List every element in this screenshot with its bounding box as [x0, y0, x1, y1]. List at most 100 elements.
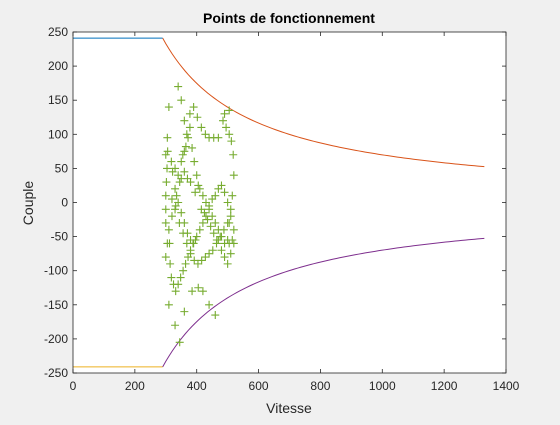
lower-power-limit-curve — [162, 237, 485, 368]
operating-point-marker — [197, 256, 206, 265]
operating-point-marker — [226, 205, 235, 214]
x-tick-label: 1000 — [369, 379, 396, 393]
y-axis-label: Couple — [20, 181, 36, 226]
operating-point-marker — [185, 109, 194, 118]
operating-point-marker — [165, 239, 174, 248]
x-tick-label: 0 — [70, 379, 77, 393]
x-tick-label: 400 — [187, 379, 207, 393]
x-tick-label: 200 — [125, 379, 145, 393]
y-tick-label: 200 — [48, 59, 68, 73]
y-tick-label: 250 — [48, 25, 68, 39]
operating-point-marker — [180, 116, 189, 125]
y-tick-label: 0 — [61, 196, 68, 210]
operating-point-marker — [198, 218, 207, 227]
operating-point-marker — [172, 191, 181, 200]
y-tick-label: 100 — [48, 127, 68, 141]
operating-point-marker — [211, 218, 220, 227]
operating-point-marker — [174, 280, 183, 289]
operating-point-marker — [206, 222, 215, 231]
operating-point-marker — [164, 103, 173, 112]
operating-point-marker — [185, 123, 194, 132]
operating-point-marker — [195, 225, 204, 234]
operating-point-marker — [220, 188, 229, 197]
x-tick-label: 1400 — [493, 379, 520, 393]
operating-point-marker — [223, 198, 232, 207]
operating-point-marker — [211, 311, 220, 320]
operating-point-marker — [205, 300, 214, 309]
operating-point-marker — [227, 137, 236, 146]
upper-power-limit-curve — [162, 37, 485, 168]
operating-point-marker — [217, 181, 226, 190]
operating-point-marker — [228, 191, 237, 200]
operating-point-marker — [180, 307, 189, 316]
operating-point-marker — [186, 178, 195, 187]
operating-point-marker — [229, 239, 238, 248]
operating-point-marker — [198, 191, 207, 200]
operating-point-marker — [194, 181, 203, 190]
operating-point-marker — [184, 133, 193, 142]
x-tick-label: 600 — [249, 379, 269, 393]
operating-point-marker — [178, 150, 187, 159]
operating-point-marker — [193, 113, 202, 122]
y-axis-ticks: -250 -200 -150 -100 -50 0 50 100 150 200 250 — [44, 25, 506, 380]
envelope-curves — [73, 37, 485, 368]
operating-point-marker — [229, 171, 238, 180]
operating-point-marker — [175, 178, 184, 187]
operating-point-marker — [166, 259, 175, 268]
operating-point-marker — [205, 201, 214, 210]
operating-point-marker — [161, 150, 170, 159]
operating-point-marker — [214, 133, 223, 142]
operating-point-marker — [208, 246, 217, 255]
operating-point-marker — [186, 249, 195, 258]
operating-points — [161, 82, 238, 347]
y-tick-label: 50 — [55, 161, 69, 175]
operating-point-marker — [188, 143, 197, 152]
operating-point-marker — [176, 273, 185, 282]
operating-point-marker — [216, 232, 225, 241]
operating-point-marker — [220, 253, 229, 262]
operating-point-marker — [161, 218, 170, 227]
operating-point-marker — [171, 164, 180, 173]
x-axis-label: Vitesse — [266, 400, 312, 416]
operating-point-marker — [195, 184, 204, 193]
operating-point-marker — [189, 103, 198, 112]
operating-point-marker — [226, 212, 235, 221]
operating-point-marker — [190, 256, 199, 265]
operating-point-marker — [209, 229, 218, 238]
operating-point-marker — [225, 106, 234, 115]
operating-point-marker — [188, 287, 197, 296]
y-tick-label: 150 — [48, 93, 68, 107]
operating-point-marker — [171, 287, 180, 296]
operating-point-marker — [164, 225, 173, 234]
operating-point-marker — [163, 147, 172, 156]
y-tick-label: -100 — [44, 264, 68, 278]
operating-point-marker — [190, 157, 199, 166]
operating-point-marker — [164, 300, 173, 309]
y-tick-label: -50 — [51, 230, 69, 244]
operating-point-marker — [163, 164, 172, 173]
operating-point-marker — [179, 229, 188, 238]
operating-point-marker — [229, 150, 238, 159]
operating-point-marker — [225, 130, 234, 139]
operating-point-marker — [181, 142, 190, 151]
operating-point-marker — [167, 212, 176, 221]
operating-point-marker — [220, 109, 229, 118]
operating-point-marker — [179, 266, 188, 275]
operating-point-marker — [167, 195, 176, 204]
x-tick-label: 1200 — [431, 379, 458, 393]
plot-area — [73, 32, 506, 373]
operating-point-marker — [171, 321, 180, 330]
operating-point-marker — [198, 287, 207, 296]
operating-point-marker — [180, 167, 189, 176]
operating-point-marker — [163, 133, 172, 142]
operating-point-marker — [167, 273, 176, 282]
operating-point-marker — [162, 178, 171, 187]
operating-point-marker — [226, 249, 235, 258]
y-tick-label: -250 — [44, 366, 68, 380]
operating-point-marker — [193, 259, 202, 268]
operating-point-marker — [219, 225, 228, 234]
operating-point-marker — [177, 208, 186, 217]
operating-point-marker — [205, 249, 214, 258]
